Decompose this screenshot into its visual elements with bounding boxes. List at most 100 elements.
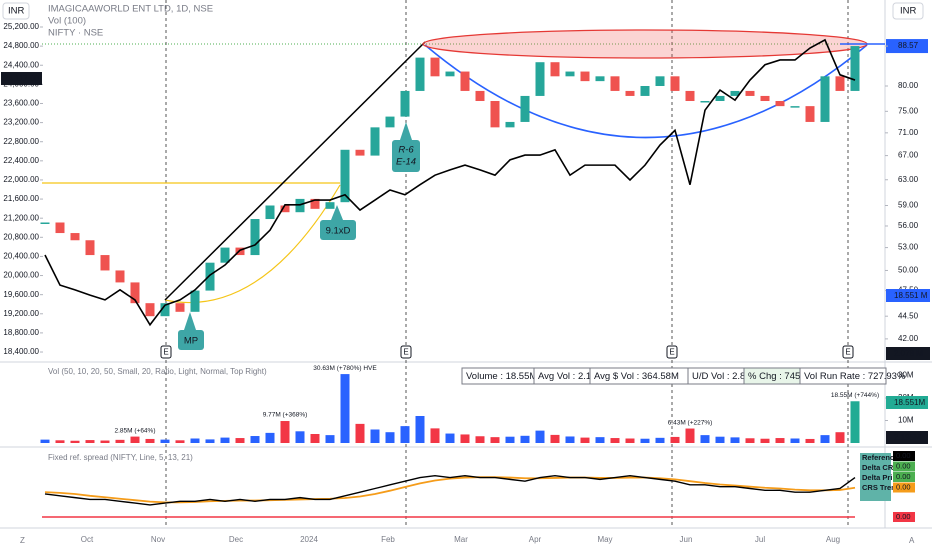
candle	[115, 270, 125, 283]
currency-button[interactable]	[892, 2, 924, 20]
y2-tick-label: 71.00	[898, 128, 919, 137]
value-tag-text: 0.00	[896, 472, 911, 481]
candle	[250, 219, 260, 256]
candle	[475, 90, 485, 102]
x-tick-label: Jun	[680, 535, 693, 544]
candle	[610, 76, 620, 91]
spread-line	[44, 476, 856, 504]
volume-bar	[385, 432, 395, 443]
callout-pointer	[331, 205, 343, 220]
candle	[685, 90, 695, 102]
candle	[190, 290, 200, 312]
volume-bar	[205, 439, 215, 443]
volume-bar	[355, 423, 365, 443]
volume-bar	[550, 434, 560, 443]
callout-text: E-14	[396, 157, 416, 168]
volume-bar	[490, 437, 500, 443]
candle	[370, 127, 380, 156]
y-tick-label: 25,200.00	[3, 22, 39, 31]
volume-last-label: 18.551 M	[894, 291, 928, 300]
candle	[730, 90, 740, 96]
price-tag	[886, 396, 928, 409]
volume-bar	[265, 432, 275, 443]
legend-text: CRS Tren	[862, 483, 896, 492]
volume-bar	[640, 438, 650, 443]
candle	[655, 76, 665, 87]
price-tag	[1, 72, 42, 85]
arc-drawing	[164, 184, 341, 304]
candle	[715, 95, 725, 102]
y-tick-label: 21,200.00	[3, 213, 39, 222]
volume-legend: Vol (100)	[48, 16, 86, 27]
volume-bar	[145, 438, 155, 443]
price-tag	[886, 39, 928, 54]
volume-bar	[760, 438, 770, 443]
candle	[505, 121, 515, 128]
x-tick-label: 2024	[300, 535, 318, 544]
y-tick-label: 22,400.00	[3, 156, 39, 165]
x-tick-label: Mar	[454, 535, 468, 544]
candle	[40, 222, 50, 224]
candle	[160, 303, 170, 317]
auto-scale-icon[interactable]: A	[909, 536, 915, 545]
candle	[640, 86, 650, 96]
volume-bar	[160, 439, 170, 443]
volume-bar	[820, 435, 830, 443]
volume-bar	[415, 416, 425, 443]
price-tag	[886, 289, 930, 302]
candle	[760, 95, 770, 102]
candle	[85, 240, 95, 256]
currency-button[interactable]	[2, 2, 30, 20]
y2-tick-label: 88.57	[898, 41, 919, 50]
volume-bar	[340, 374, 350, 443]
y-tick-label: 23,600.00	[3, 99, 39, 108]
candle	[550, 62, 560, 77]
volume-bar	[535, 430, 545, 443]
callout	[320, 220, 356, 240]
y-tick-label: 23,200.00	[3, 118, 39, 127]
y-tick-label: 20,000.00	[3, 271, 39, 280]
compare-legend: NIFTY · NSE	[48, 28, 103, 39]
volume-bar	[475, 436, 485, 443]
volume-label: 30.63M (+780%) HVE	[313, 365, 377, 372]
volume-bar	[745, 438, 755, 443]
value-tag	[893, 512, 915, 522]
event-marker	[160, 345, 172, 359]
volume-bar	[190, 438, 200, 443]
candle	[325, 202, 335, 209]
candle	[490, 101, 500, 128]
volume-bar	[670, 436, 680, 443]
candle	[100, 255, 110, 271]
candle	[130, 282, 140, 304]
y-tick-label: 21,600.00	[3, 194, 39, 203]
event-marker-text: E	[403, 348, 408, 357]
compare-last-label: 24,117.00	[4, 74, 40, 83]
y-tick-label: 22,000.00	[3, 175, 39, 184]
event-lines	[165, 0, 849, 528]
candle	[565, 71, 575, 77]
volume-bar	[430, 428, 440, 443]
legend-box	[860, 453, 891, 501]
volume-bar	[775, 438, 785, 443]
callout-pointer	[400, 122, 412, 140]
currency-left[interactable]: INR	[8, 6, 25, 17]
y-tick-label: 20,400.00	[3, 252, 39, 261]
volume-bar	[250, 436, 260, 443]
volume-bar	[730, 437, 740, 443]
callout-text: 9.1xD	[326, 226, 351, 237]
candle	[580, 71, 590, 82]
volume-last-label: 18.551M	[894, 398, 925, 407]
callout-text: R-6	[398, 145, 414, 156]
candle	[520, 95, 530, 122]
stats-cell	[799, 367, 887, 385]
volume-bar	[805, 438, 815, 443]
stats-text: Vol Run Rate : 727.93%	[804, 371, 906, 382]
candle	[460, 71, 470, 91]
currency-right[interactable]: INR	[900, 6, 917, 17]
volume-bar	[565, 436, 575, 443]
timezone-icon[interactable]: Z	[20, 536, 25, 545]
candle	[280, 205, 290, 213]
spread-line	[44, 475, 856, 506]
volume-bar	[295, 431, 305, 443]
volume-bar	[130, 436, 140, 443]
